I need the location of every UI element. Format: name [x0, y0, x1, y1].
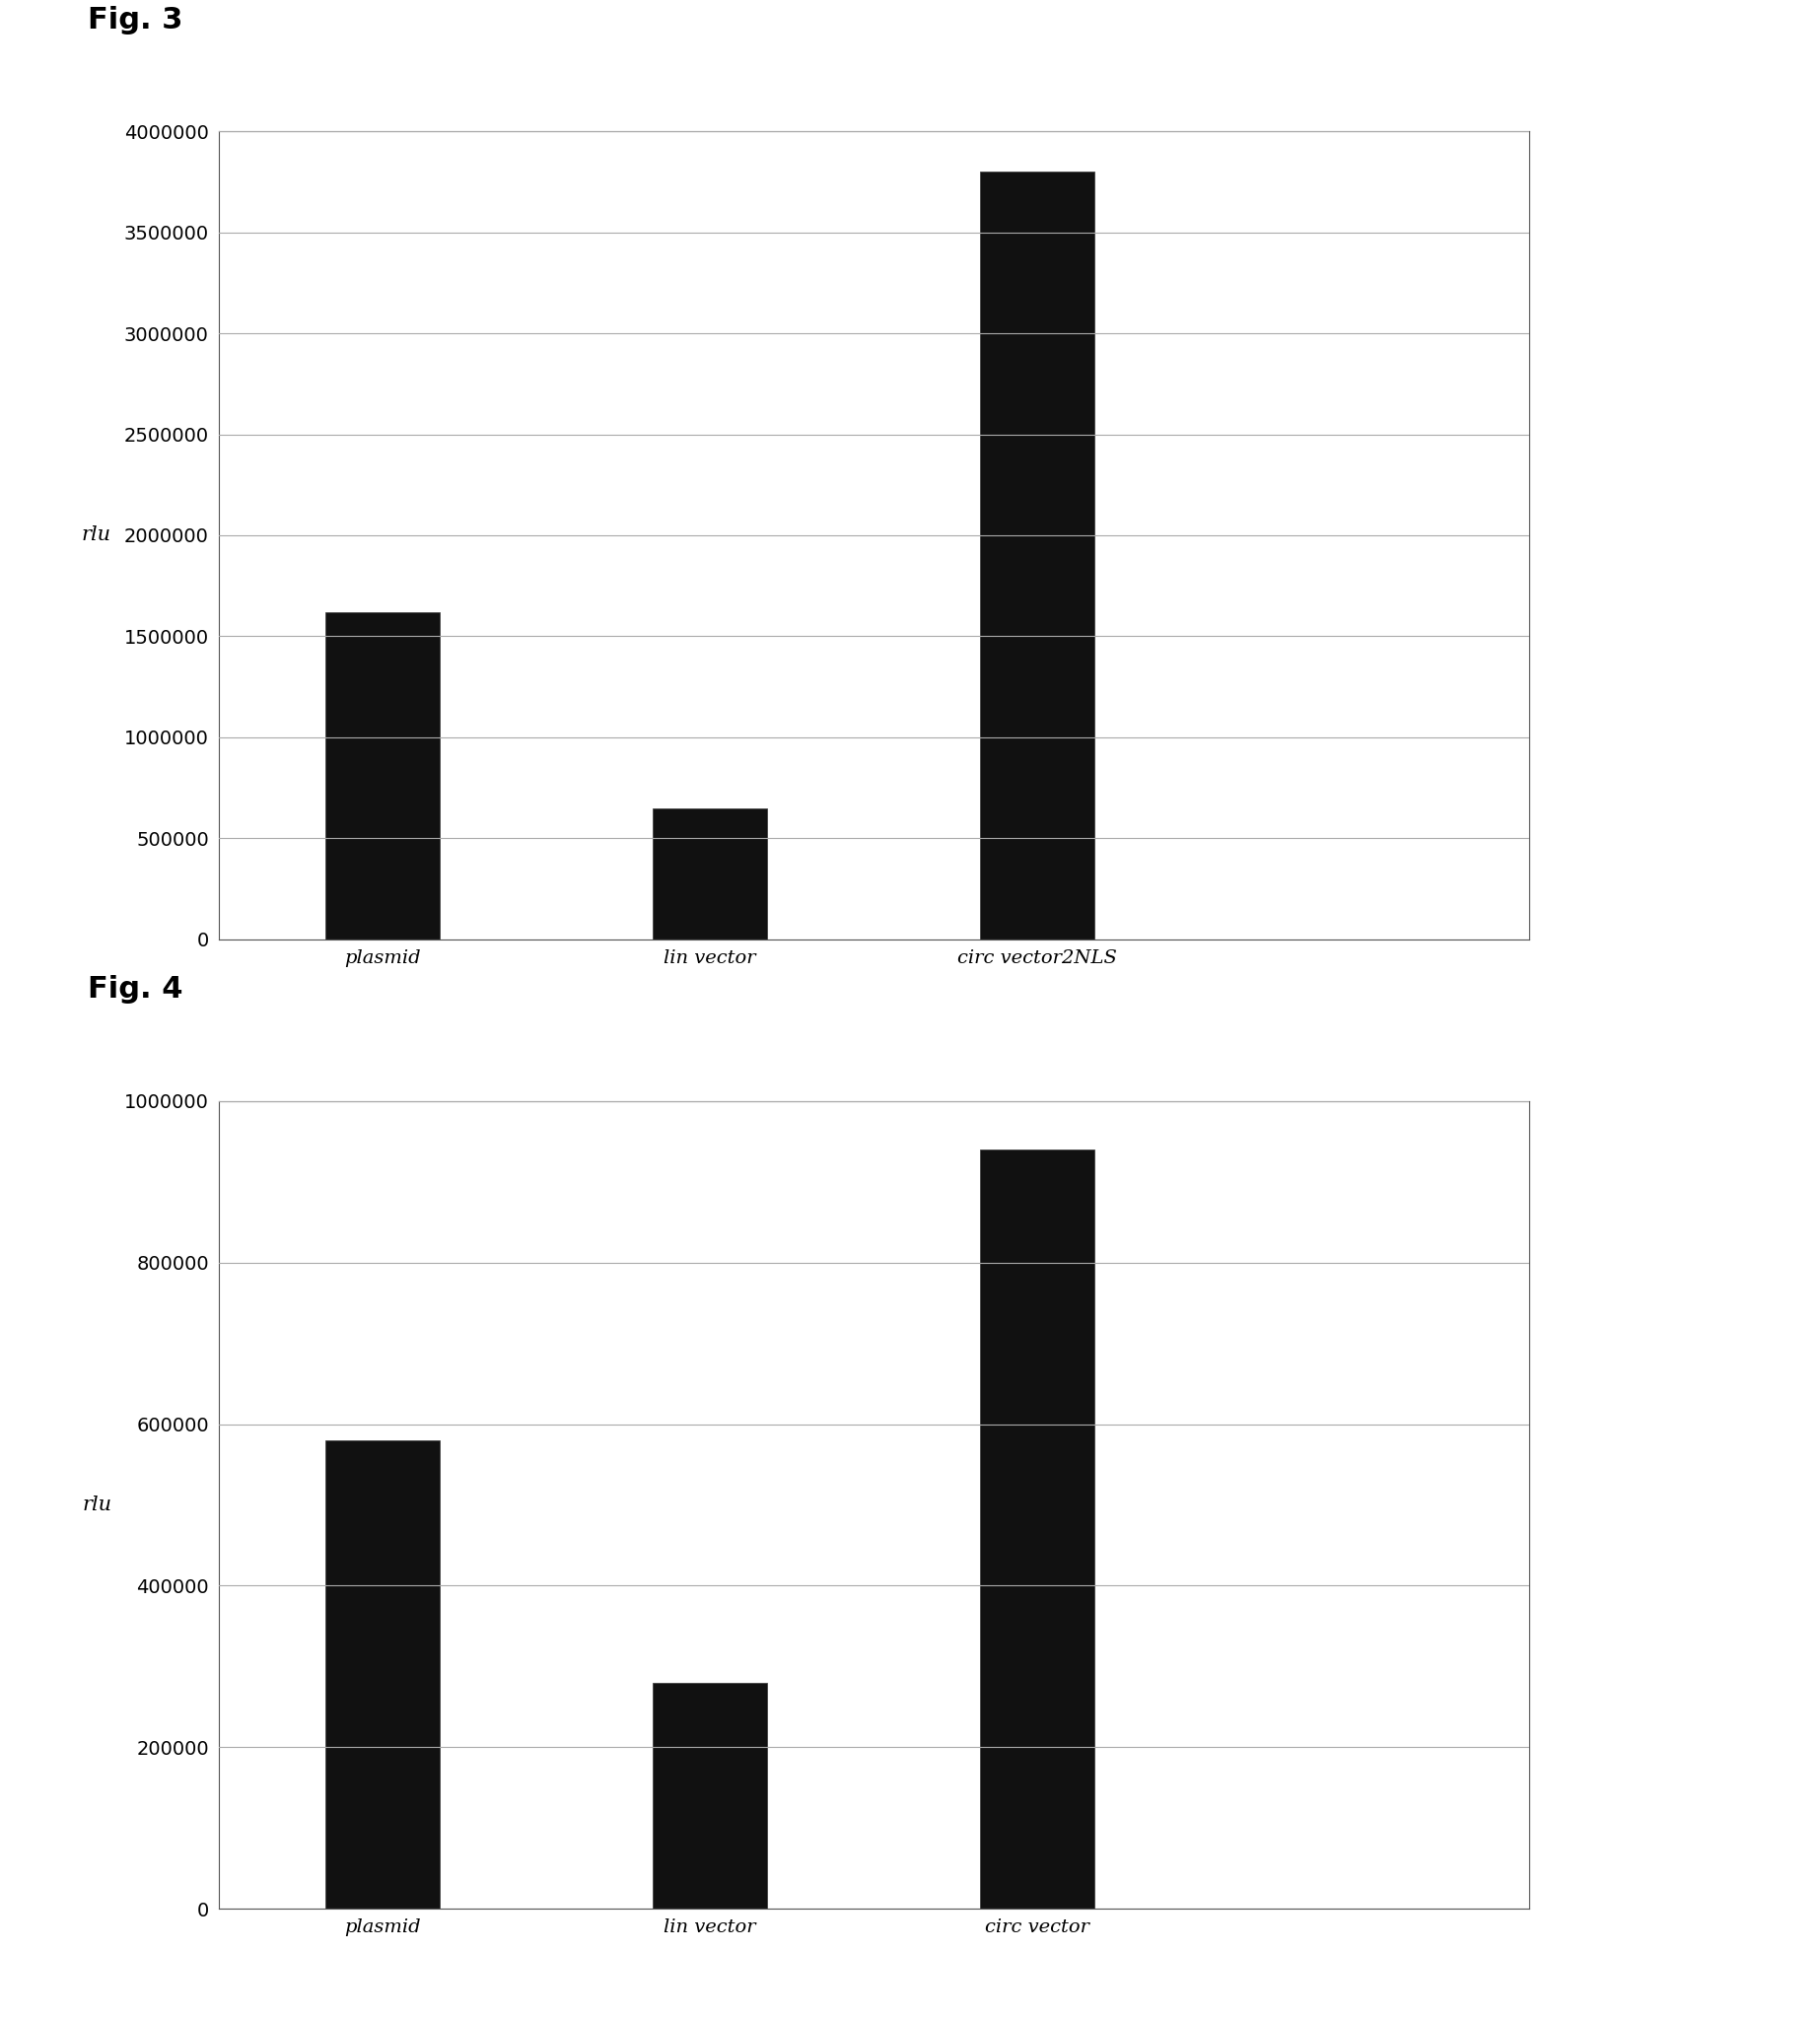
Bar	[979, 1149, 1094, 1909]
Bar	[652, 1683, 766, 1909]
Y-axis label: rlu: rlu	[82, 525, 111, 545]
Text: Fig. 3: Fig. 3	[87, 6, 182, 34]
Bar	[652, 808, 766, 939]
Bar	[324, 1440, 439, 1909]
Y-axis label: rlu: rlu	[82, 1495, 111, 1515]
Bar	[324, 612, 439, 939]
Bar	[979, 172, 1094, 939]
Text: Fig. 4: Fig. 4	[87, 976, 182, 1004]
